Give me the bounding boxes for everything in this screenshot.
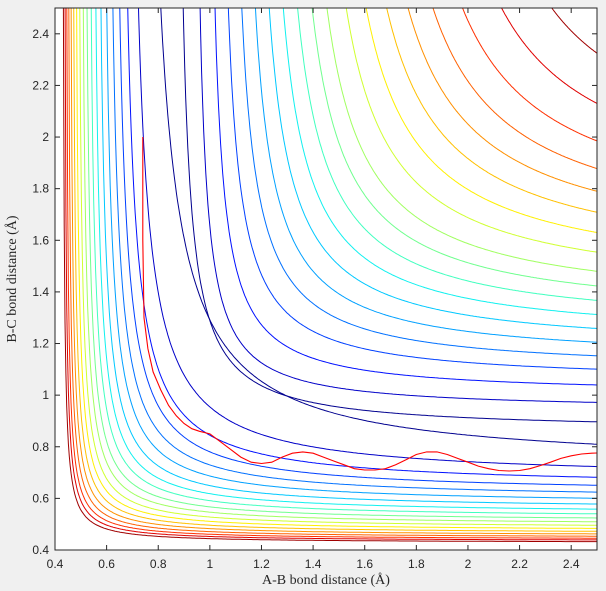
y-tick-label: 0.4	[32, 543, 49, 557]
contour-line	[95, 8, 597, 510]
contour-line-upper	[365, 8, 597, 234]
x-tick-label: 1.6	[356, 557, 373, 571]
contour-line-upper	[241, 8, 597, 357]
axes-box	[54, 7, 598, 551]
contour-line-upper	[326, 8, 597, 272]
x-tick-label: 2.4	[563, 557, 580, 571]
x-tick-label: 1.8	[408, 557, 425, 571]
contour-line-upper	[254, 8, 597, 343]
contour-line	[66, 8, 597, 539]
trajectory-line	[142, 137, 597, 472]
y-tick-label: 0.6	[32, 491, 49, 505]
contour-line-upper	[282, 8, 597, 316]
y-tick-label: 1.2	[32, 337, 49, 351]
x-tick-label: 0.4	[47, 557, 64, 571]
contour-line-upper	[345, 8, 597, 253]
x-tick-label: 0.6	[98, 557, 115, 571]
contour-line-upper	[461, 8, 597, 142]
y-tick-label: 1	[42, 388, 49, 402]
contour-line-upper	[268, 8, 597, 330]
y-tick-label: 1.8	[32, 182, 49, 196]
contour-line	[62, 8, 597, 543]
contour-line-upper	[182, 8, 597, 423]
contour-line-upper	[407, 8, 597, 192]
y-tick-label: 1.6	[32, 233, 49, 247]
contour-line-upper	[311, 8, 597, 287]
contour-line-upper	[227, 8, 597, 370]
contour-line	[68, 8, 597, 537]
contour-line	[160, 8, 597, 445]
contour-line	[73, 8, 597, 532]
contour-line-upper	[199, 8, 597, 403]
contour-line	[106, 8, 597, 499]
contour-line-upper	[501, 8, 597, 105]
x-tick-label: 2	[465, 557, 472, 571]
contour-line	[79, 8, 597, 526]
contour-line	[90, 8, 597, 515]
contour-line-upper	[214, 8, 597, 386]
contour-line	[137, 8, 597, 468]
contour-line	[100, 8, 597, 505]
x-tick-label: 1	[207, 557, 214, 571]
y-tick-label: 2.2	[32, 78, 49, 92]
contour-line	[64, 8, 597, 541]
x-axis-label: A-B bond distance (Å)	[262, 572, 390, 588]
contour-line	[127, 8, 597, 478]
contour-line	[112, 8, 597, 493]
y-tick-label: 2	[42, 130, 49, 144]
x-tick-label: 1.4	[305, 557, 322, 571]
contour-line-upper	[386, 8, 597, 213]
contour-line	[119, 8, 597, 486]
contour-line	[86, 8, 597, 519]
y-axis-label: B-C bond distance (Å)	[4, 215, 20, 342]
contour-line-upper	[297, 8, 597, 301]
y-axis: 0.4 0.6 0.8 1 1.2 1.4 1.6 1.8 2 2.2 2.4	[32, 27, 597, 557]
y-tick-label: 2.4	[32, 27, 49, 41]
x-tick-label: 2.2	[511, 557, 528, 571]
reaction-trajectory	[142, 137, 597, 472]
contour-line-upper	[432, 8, 597, 170]
y-tick-label: 1.4	[32, 285, 49, 299]
x-tick-label: 1.2	[253, 557, 270, 571]
contour-lines	[62, 8, 597, 543]
contour-line-upper	[551, 8, 597, 54]
x-tick-label: 0.8	[150, 557, 167, 571]
plot-area	[55, 8, 597, 550]
contour-line	[76, 8, 597, 529]
contour-line	[70, 8, 597, 535]
x-axis: 0.4 0.6 0.8 1 1.2 1.4 1.6 1.8 2 2.2 2.4	[47, 8, 580, 571]
y-tick-label: 0.8	[32, 440, 49, 454]
contour-line	[82, 8, 597, 523]
